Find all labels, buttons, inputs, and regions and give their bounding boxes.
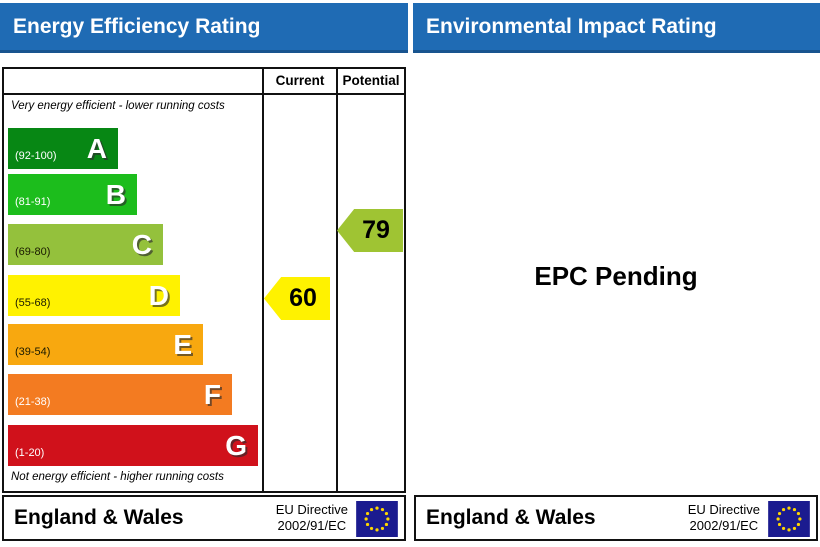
band-D: (55-68) D bbox=[8, 275, 180, 316]
bottom-note: Not energy efficient - higher running co… bbox=[11, 471, 224, 483]
eu-flag-icon bbox=[356, 501, 398, 537]
band-range-label: (55-68) bbox=[15, 297, 51, 309]
chart-header-row: Current Potential bbox=[4, 69, 404, 95]
energy-efficiency-title: Energy Efficiency Rating bbox=[13, 14, 261, 38]
band-range-label: (92-100) bbox=[15, 150, 57, 162]
band-A: (92-100) A bbox=[8, 128, 118, 169]
potential-rating-arrow: 79 bbox=[337, 209, 403, 252]
band-F: (21-38) F bbox=[8, 374, 232, 415]
energy-efficiency-title-bar: Energy Efficiency Rating bbox=[0, 3, 408, 53]
epc-pending-status: EPC Pending bbox=[534, 261, 698, 291]
band-letter: F bbox=[203, 378, 221, 410]
environmental-impact-title: Environmental Impact Rating bbox=[426, 14, 717, 38]
band-G: (1-20) G bbox=[8, 425, 258, 466]
eu-directive-text: EU Directive 2002/91/EC bbox=[687, 502, 760, 533]
current-column-header: Current bbox=[275, 73, 325, 88]
potential-column-header: Potential bbox=[342, 73, 400, 88]
band-range-label: (1-20) bbox=[15, 447, 45, 459]
footer-environmental: England & Wales EU Directive 2002/91/EC bbox=[414, 495, 818, 541]
footer-energy: England & Wales EU Directive 2002/91/EC bbox=[2, 495, 406, 541]
eu-flag-icon bbox=[768, 501, 810, 537]
band-letter: D bbox=[148, 279, 169, 311]
band-B: (81-91) B bbox=[8, 174, 137, 215]
band-range-label: (21-38) bbox=[15, 396, 51, 408]
band-letter: G bbox=[225, 429, 247, 461]
band-letter: E bbox=[173, 328, 192, 360]
band-range-label: (69-80) bbox=[15, 246, 51, 258]
environmental-impact-panel: EPC Pending bbox=[412, 60, 820, 493]
region-label: England & Wales bbox=[14, 506, 184, 529]
energy-efficiency-chart: Current Potential Very energy efficient … bbox=[2, 67, 406, 493]
band-range-label: (81-91) bbox=[15, 196, 51, 208]
band-range-label: (39-54) bbox=[15, 346, 51, 358]
band-letter: C bbox=[131, 228, 152, 260]
current-rating-arrow: 60 bbox=[264, 277, 330, 320]
band-letter: A bbox=[86, 132, 107, 164]
potential-column-divider bbox=[336, 69, 338, 491]
eu-directive-text: EU Directive 2002/91/EC bbox=[275, 502, 348, 533]
band-letter: B bbox=[105, 178, 126, 210]
region-label: England & Wales bbox=[426, 506, 596, 529]
environmental-impact-title-bar: Environmental Impact Rating bbox=[413, 3, 820, 53]
band-E: (39-54) E bbox=[8, 324, 203, 365]
top-note: Very energy efficient - lower running co… bbox=[11, 100, 225, 112]
current-column-divider bbox=[262, 69, 264, 491]
band-C: (69-80) C bbox=[8, 224, 163, 265]
